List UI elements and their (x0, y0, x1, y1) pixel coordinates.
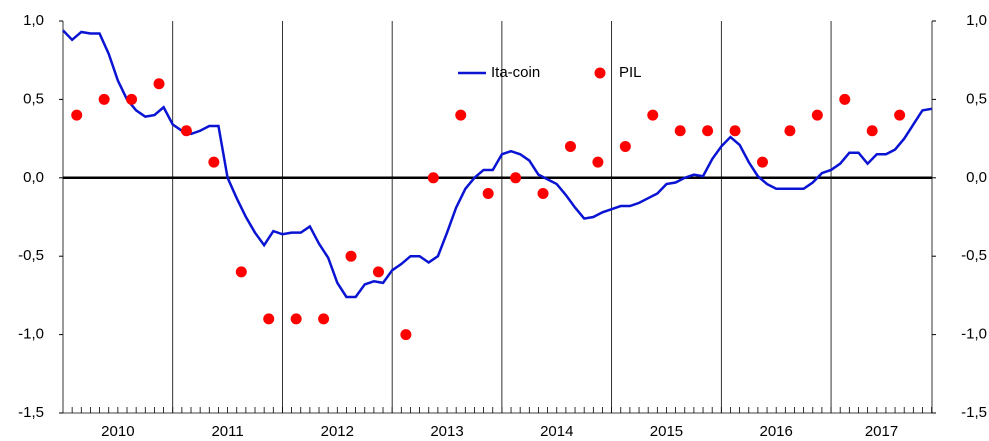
y2-tick-label: 0,5 (966, 90, 987, 107)
x-tick-label: 2015 (650, 423, 683, 440)
legend-dot (594, 67, 606, 79)
x-tick-label: 2016 (760, 423, 793, 440)
y-tick-label: 0,0 (23, 169, 44, 186)
pil-dot (839, 93, 851, 105)
pil-dot (290, 313, 302, 325)
y2-tick-label: 1,0 (966, 12, 987, 29)
pil-dot (510, 172, 522, 184)
pil-dot (263, 313, 275, 325)
pil-dot (647, 109, 659, 121)
pil-dot (619, 140, 631, 152)
pil-dot (537, 187, 549, 199)
pil-dot (894, 109, 906, 121)
y-tick-label: -0,5 (18, 247, 44, 264)
y2-tick-label: -1,5 (961, 404, 987, 421)
x-tick-label: 2014 (540, 423, 573, 440)
pil-dot (756, 156, 768, 168)
legend-label: Ita-coin (491, 64, 540, 81)
pil-dot (180, 125, 192, 137)
x-tick-label: 2010 (101, 423, 134, 440)
pil-dot (208, 156, 220, 168)
x-tick-label: 2017 (865, 423, 898, 440)
y-tick-label: -1,5 (18, 404, 44, 421)
pil-dot (866, 125, 878, 137)
pil-dot (674, 125, 686, 137)
y2-tick-label: -0,5 (961, 247, 987, 264)
x-tick-label: 2012 (321, 423, 354, 440)
y2-tick-label: -1,0 (961, 326, 987, 343)
pil-dot (372, 266, 384, 278)
pil-dot (153, 78, 165, 90)
y-tick-label: -1,0 (18, 326, 44, 343)
x-tick-label: 2011 (211, 423, 243, 440)
pil-dot (702, 125, 714, 137)
pil-dot (564, 140, 576, 152)
pil-dot (345, 250, 357, 262)
x-tick-label: 2013 (430, 423, 463, 440)
pil-dot (98, 93, 110, 105)
pil-dot (71, 109, 83, 121)
pil-dot (729, 125, 741, 137)
legend-label: PIL (619, 64, 642, 81)
pil-dot (126, 93, 138, 105)
pil-dot (235, 266, 247, 278)
pil-dot (427, 172, 439, 184)
pil-dot (455, 109, 467, 121)
y2-tick-label: 0,0 (966, 169, 987, 186)
pil-dot (482, 187, 494, 199)
pil-dot (318, 313, 330, 325)
y-tick-label: 0,5 (23, 90, 44, 107)
y-tick-label: 1,0 (23, 12, 44, 29)
pil-dot (811, 109, 823, 121)
ita-coin-line (62, 29, 932, 299)
pil-dot (592, 156, 604, 168)
pil-dot (400, 329, 412, 341)
pil-dot (784, 125, 796, 137)
